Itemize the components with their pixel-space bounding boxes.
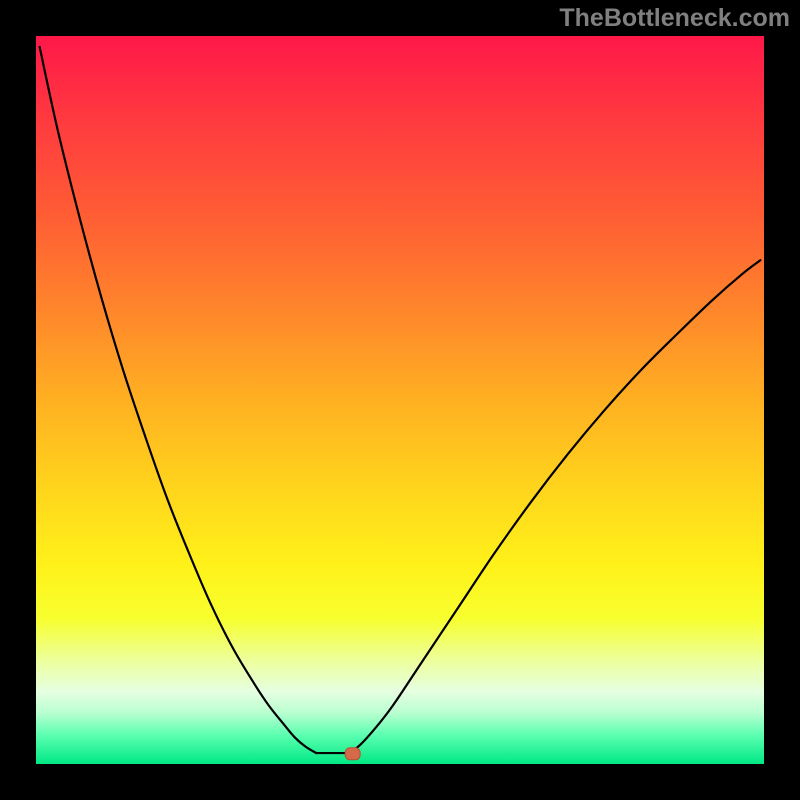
chart-frame: TheBottleneck.com	[0, 0, 800, 800]
watermark-text: TheBottleneck.com	[559, 4, 790, 33]
min-marker	[345, 748, 360, 760]
chart-background	[36, 36, 764, 764]
bottleneck-chart	[36, 36, 764, 764]
